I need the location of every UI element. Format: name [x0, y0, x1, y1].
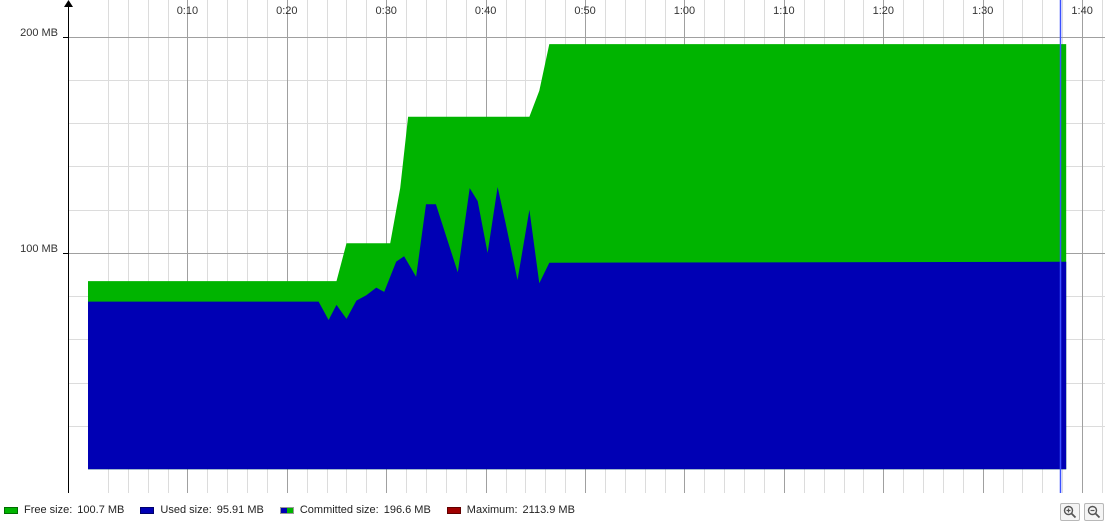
legend-label: Used size: [160, 504, 212, 516]
chart-toolbar [1060, 503, 1105, 521]
legend-item: Free size: 100.7 MB [4, 504, 124, 516]
x-tick-label: 0:30 [376, 5, 397, 17]
heap-memory-chart: 100 MB 200 MB 0:10 0:20 0:30 0:40 0:50 1:00 1:10… [20, 0, 1105, 493]
memory-areas [88, 0, 1067, 493]
zoom-out-icon [1087, 505, 1101, 519]
x-tick-label: 1:40 [1071, 5, 1092, 17]
legend-item: Used size: 95.91 MB [140, 504, 264, 516]
legend-swatch [140, 506, 155, 514]
x-tick-label: 0:40 [475, 5, 496, 17]
legend-value: 2113.9 MB [522, 504, 575, 516]
legend-item: Committed size: 196.6 MB [279, 504, 431, 516]
x-tick-label: 1:30 [972, 5, 993, 17]
legend-swatch [446, 506, 461, 514]
x-tick-label: 1:10 [773, 5, 794, 17]
legend-value: 100.7 MB [77, 504, 125, 516]
axes: 100 MB 200 MB 0:10 0:20 0:30 0:40 0:50 1:00 1:10… [20, 0, 1093, 493]
y-axis-arrow [64, 0, 73, 7]
legend-swatch [4, 506, 18, 514]
x-tick-label: 0:50 [574, 5, 595, 17]
used-size-area [88, 187, 1067, 470]
x-tick-label: 1:20 [873, 5, 894, 17]
x-tick-label: 1:00 [674, 5, 695, 17]
legend-item: Maximum: 2113.9 MB [446, 504, 575, 516]
y-tick-label: 200 MB [20, 27, 58, 39]
legend-label: Free size: [24, 504, 73, 516]
legend-value: 196.6 MB [383, 504, 431, 516]
x-tick-label: 0:10 [177, 5, 198, 17]
legend: Free size: 100.7 MB Used size: 95.91 MB Comm… [4, 502, 591, 518]
legend-value: 95.91 MB [216, 504, 264, 516]
legend-label: Committed size: [299, 504, 379, 516]
legend-label: Maximum: [466, 504, 518, 516]
zoom-out-button[interactable] [1084, 503, 1104, 521]
zoom-in-icon [1063, 505, 1077, 519]
zoom-in-button[interactable] [1060, 503, 1080, 521]
x-tick-label: 0:20 [276, 5, 297, 17]
y-tick-label: 100 MB [20, 243, 58, 255]
legend-swatch [279, 506, 294, 514]
